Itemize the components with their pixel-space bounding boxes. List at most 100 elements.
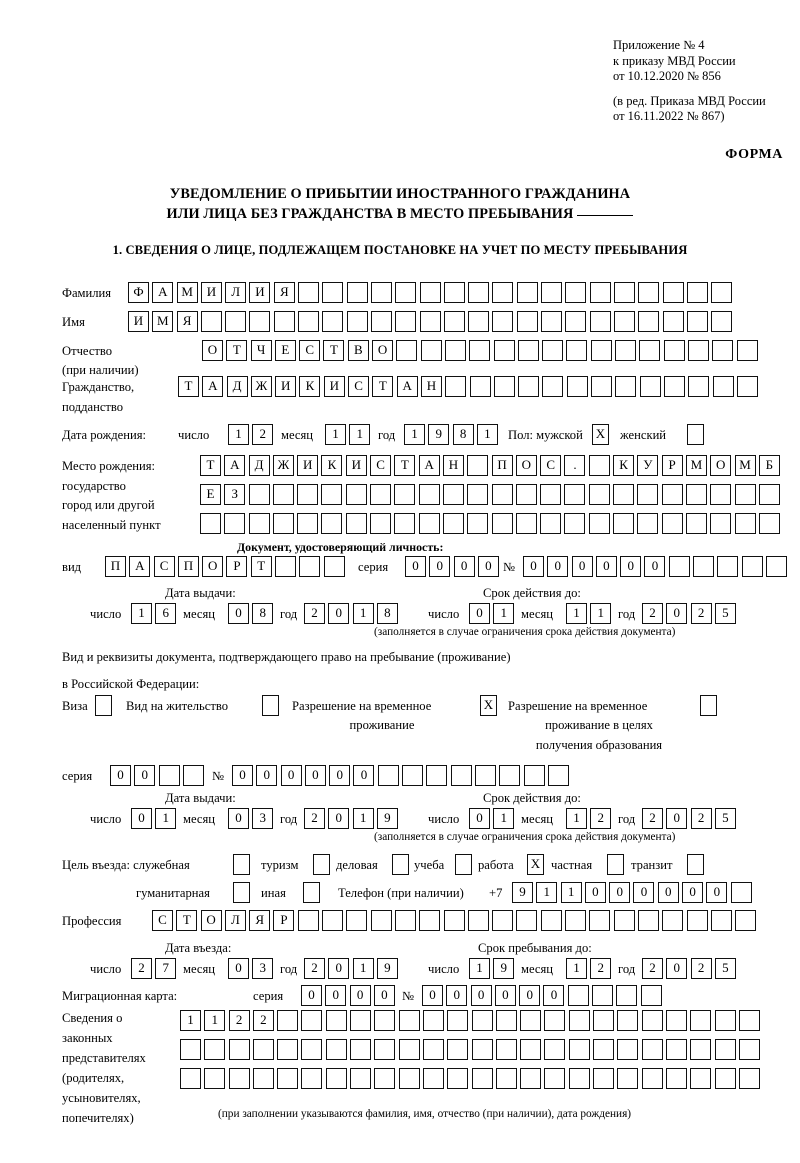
cell[interactable]: 0	[519, 985, 541, 1006]
cell[interactable]: 0	[446, 985, 468, 1006]
cell[interactable]: 0	[682, 882, 704, 903]
cell[interactable]	[422, 1039, 444, 1060]
cell[interactable]: 9	[376, 958, 398, 979]
cell[interactable]: 0	[232, 765, 253, 786]
cell[interactable]	[640, 985, 662, 1006]
cell[interactable]	[182, 765, 204, 786]
cell[interactable]	[228, 1039, 250, 1060]
cell[interactable]: 2	[590, 808, 612, 829]
cell[interactable]: 1	[493, 808, 515, 829]
cell[interactable]: С	[152, 910, 173, 931]
cell[interactable]: П	[177, 556, 199, 577]
cell[interactable]: 0	[477, 556, 499, 577]
cell[interactable]	[249, 311, 271, 332]
cell[interactable]	[374, 1039, 396, 1060]
cell[interactable]: С	[299, 340, 321, 361]
cell[interactable]	[252, 1068, 274, 1089]
cell[interactable]: 1	[566, 808, 587, 829]
cell[interactable]: 0	[353, 765, 375, 786]
cell[interactable]: Б	[758, 455, 780, 476]
cell[interactable]: 0	[584, 882, 606, 903]
cell[interactable]	[272, 513, 294, 534]
cell[interactable]	[301, 1068, 323, 1089]
cell[interactable]	[224, 513, 246, 534]
cell[interactable]	[613, 282, 635, 303]
cell[interactable]	[492, 282, 514, 303]
cell[interactable]: 0	[523, 556, 544, 577]
cell[interactable]: М	[152, 311, 174, 332]
cell[interactable]	[518, 376, 540, 397]
cell[interactable]	[248, 513, 270, 534]
cell[interactable]: 0	[256, 765, 278, 786]
cell[interactable]: О	[202, 340, 223, 361]
cell[interactable]: Т	[372, 376, 394, 397]
cell[interactable]: 2	[642, 603, 663, 624]
cell[interactable]: 0	[429, 556, 451, 577]
cell[interactable]: 1	[493, 603, 515, 624]
cell[interactable]	[588, 455, 610, 476]
cell[interactable]	[717, 556, 739, 577]
cell[interactable]	[298, 311, 320, 332]
cell[interactable]: 0	[301, 985, 322, 1006]
cell[interactable]	[345, 513, 367, 534]
cell[interactable]	[419, 311, 441, 332]
cell[interactable]	[687, 340, 709, 361]
cell[interactable]: 1	[476, 424, 498, 445]
cell[interactable]: И	[297, 455, 319, 476]
cell[interactable]: 1	[352, 958, 374, 979]
cell[interactable]: К	[299, 376, 321, 397]
cell[interactable]	[520, 1039, 542, 1060]
cell[interactable]: 2	[304, 603, 325, 624]
legal-rep-row-3-cells[interactable]	[180, 1068, 760, 1089]
cell[interactable]	[613, 910, 635, 931]
cell[interactable]	[204, 1068, 226, 1089]
cell[interactable]	[422, 1010, 444, 1031]
cell[interactable]: И	[323, 376, 345, 397]
cell[interactable]: 2	[690, 603, 712, 624]
cell[interactable]: 0	[228, 958, 249, 979]
cell[interactable]: К	[613, 455, 635, 476]
cell[interactable]	[396, 340, 418, 361]
cell[interactable]: Е	[274, 340, 296, 361]
cell[interactable]	[588, 484, 610, 505]
cell[interactable]	[495, 1010, 517, 1031]
cell[interactable]	[491, 513, 513, 534]
cell[interactable]	[685, 484, 707, 505]
cell[interactable]	[668, 556, 690, 577]
cell[interactable]: О	[515, 455, 537, 476]
cell[interactable]: Р	[273, 910, 295, 931]
cell[interactable]	[613, 484, 635, 505]
cell[interactable]: Ф	[128, 282, 149, 303]
cell[interactable]	[690, 1039, 712, 1060]
cell[interactable]	[468, 311, 490, 332]
cell[interactable]	[568, 1068, 590, 1089]
cell[interactable]: П	[105, 556, 126, 577]
cell[interactable]	[394, 484, 416, 505]
cell[interactable]: 0	[609, 882, 631, 903]
cell[interactable]	[615, 340, 637, 361]
cell[interactable]	[469, 376, 491, 397]
cell[interactable]	[637, 484, 659, 505]
purpose-humanitarian-checkbox[interactable]	[233, 882, 250, 903]
cell[interactable]	[225, 311, 247, 332]
cell[interactable]	[442, 513, 464, 534]
cell[interactable]	[395, 311, 417, 332]
cell[interactable]	[544, 1039, 566, 1060]
cell[interactable]	[734, 484, 756, 505]
cell[interactable]	[350, 1039, 372, 1060]
cell[interactable]: О	[372, 340, 394, 361]
cell[interactable]	[515, 484, 537, 505]
cell[interactable]	[395, 282, 417, 303]
cell[interactable]	[402, 765, 424, 786]
cell[interactable]: 1	[560, 882, 582, 903]
cell[interactable]	[301, 1039, 323, 1060]
